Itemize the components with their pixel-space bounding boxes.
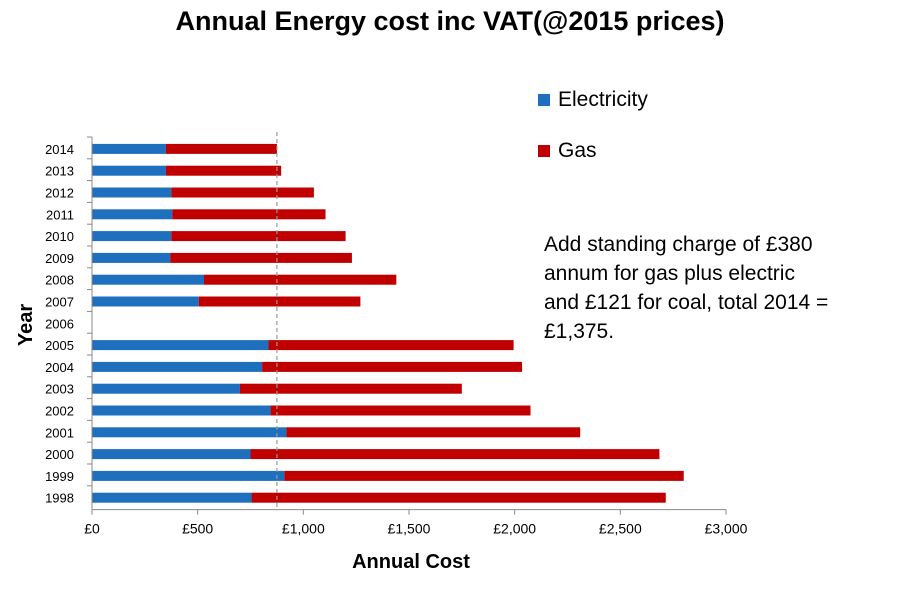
y-tick-label-2009: 2009 bbox=[45, 251, 74, 266]
bar-electricity-2013 bbox=[92, 165, 166, 176]
y-tick-label-2013: 2013 bbox=[45, 164, 74, 179]
bar-gas-2000 bbox=[250, 449, 660, 460]
x-tick-label: £1,500 bbox=[388, 521, 431, 537]
x-tick-label: £3,000 bbox=[705, 521, 748, 537]
legend-swatch-electricity bbox=[538, 94, 550, 106]
bar-electricity-2004 bbox=[92, 361, 263, 372]
y-tick-label-2004: 2004 bbox=[45, 360, 74, 375]
y-tick-label-1999: 1999 bbox=[45, 469, 74, 484]
bar-electricity-2008 bbox=[92, 274, 205, 285]
y-tick-label-2002: 2002 bbox=[45, 404, 74, 419]
y-tick-label-2006: 2006 bbox=[45, 316, 74, 331]
bar-gas-2001 bbox=[286, 427, 581, 438]
y-tick-label-2008: 2008 bbox=[45, 273, 74, 288]
bar-gas-2004 bbox=[262, 361, 523, 372]
bar-electricity-1998 bbox=[92, 492, 252, 503]
bar-gas-2005 bbox=[268, 340, 514, 351]
bar-electricity-2000 bbox=[92, 449, 251, 460]
bar-electricity-2011 bbox=[92, 209, 173, 220]
y-tick-label-2011: 2011 bbox=[46, 207, 74, 222]
y-tick-label-2003: 2003 bbox=[45, 382, 74, 397]
bar-electricity-2005 bbox=[92, 340, 269, 351]
bar-gas-2010 bbox=[171, 231, 346, 242]
bar-gas-1999 bbox=[284, 470, 684, 481]
x-tick-label: £1,000 bbox=[282, 521, 325, 537]
bar-electricity-2003 bbox=[92, 383, 240, 394]
bar-gas-2009 bbox=[170, 252, 352, 263]
y-tick-label-2000: 2000 bbox=[45, 447, 74, 462]
bar-electricity-2007 bbox=[92, 296, 199, 307]
bars-layer bbox=[92, 143, 684, 503]
bar-electricity-2009 bbox=[92, 252, 171, 263]
bar-gas-1998 bbox=[251, 492, 666, 503]
y-tick-label-2007: 2007 bbox=[45, 295, 74, 310]
y-tick-label-2010: 2010 bbox=[45, 229, 74, 244]
x-tick-label: £2,000 bbox=[493, 521, 536, 537]
bar-gas-2013 bbox=[165, 165, 282, 176]
bar-gas-2003 bbox=[239, 383, 462, 394]
y-tick-label-1998: 1998 bbox=[45, 491, 74, 506]
axes-layer: 2014 2013 2012 2011 2010 2009 2008 2007 2006 2005… bbox=[45, 136, 748, 537]
bar-electricity-2001 bbox=[92, 427, 287, 438]
legend-label-gas: Gas bbox=[558, 139, 597, 162]
x-tick-label: £500 bbox=[182, 521, 213, 537]
y-tick-label-2012: 2012 bbox=[45, 186, 74, 201]
x-axis-title: Annual Cost bbox=[352, 551, 470, 573]
x-tick-label: £0 bbox=[84, 521, 100, 537]
bar-gas-2002 bbox=[270, 405, 531, 416]
bar-gas-2014 bbox=[165, 143, 277, 154]
legend-swatch-gas bbox=[538, 145, 550, 157]
bar-electricity-2014 bbox=[92, 143, 166, 154]
bar-electricity-2012 bbox=[92, 187, 172, 198]
bar-electricity-2010 bbox=[92, 231, 172, 242]
bar-gas-2011 bbox=[172, 209, 326, 220]
chart-title: Annual Energy cost inc VAT(@2015 prices) bbox=[175, 6, 725, 36]
legend-item-electricity: Electricity bbox=[538, 88, 648, 112]
y-axis-title: Year bbox=[15, 304, 37, 346]
standing-charge-note: Add standing charge of £380 annum for ga… bbox=[544, 233, 829, 343]
bar-electricity-2002 bbox=[92, 405, 271, 416]
bar-electricity-1999 bbox=[92, 470, 285, 481]
bar-gas-2007 bbox=[198, 296, 361, 307]
bar-gas-2008 bbox=[204, 274, 397, 285]
legend-label-electricity: Electricity bbox=[558, 88, 648, 111]
bar-gas-2012 bbox=[171, 187, 314, 198]
x-tick-label: £2,500 bbox=[599, 521, 642, 537]
y-tick-label-2001: 2001 bbox=[45, 425, 74, 440]
legend-item-gas: Gas bbox=[538, 139, 597, 163]
y-tick-label-2014: 2014 bbox=[45, 142, 74, 157]
y-tick-label-2005: 2005 bbox=[45, 338, 74, 353]
